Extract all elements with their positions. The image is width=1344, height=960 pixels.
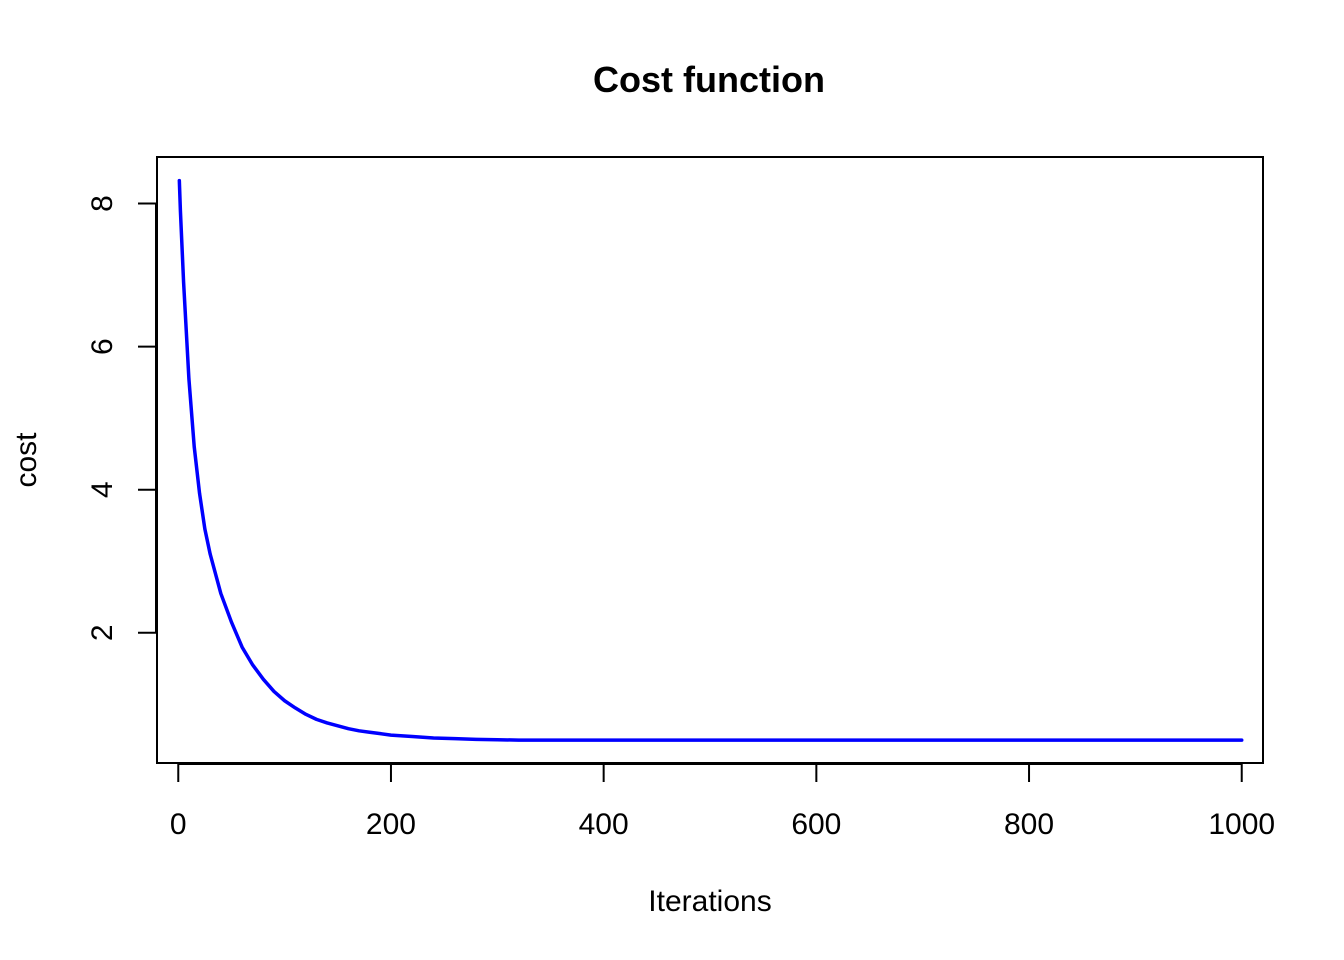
y-tick-label: 2 bbox=[86, 624, 119, 641]
y-tick-label: 8 bbox=[86, 195, 119, 212]
plot-frame bbox=[156, 156, 1264, 764]
y-tick-label: 4 bbox=[86, 481, 119, 498]
x-tick-label: 1000 bbox=[1208, 808, 1275, 841]
x-tick-label: 200 bbox=[366, 808, 416, 841]
x-tick-label: 800 bbox=[1004, 808, 1054, 841]
chart-title: Cost function bbox=[593, 59, 825, 100]
y-axis-label: cost bbox=[10, 432, 43, 488]
cost-series-line bbox=[177, 178, 1244, 742]
y-tick-label: 6 bbox=[86, 338, 119, 355]
y-axis: 2 4 6 8 bbox=[86, 195, 157, 641]
x-tick-label: 400 bbox=[579, 808, 629, 841]
x-tick-label: 600 bbox=[791, 808, 841, 841]
x-tick-label: 0 bbox=[170, 808, 187, 841]
x-axis: 0 200 400 600 800 1000 bbox=[170, 763, 1275, 841]
x-axis-label: Iterations bbox=[648, 885, 771, 918]
